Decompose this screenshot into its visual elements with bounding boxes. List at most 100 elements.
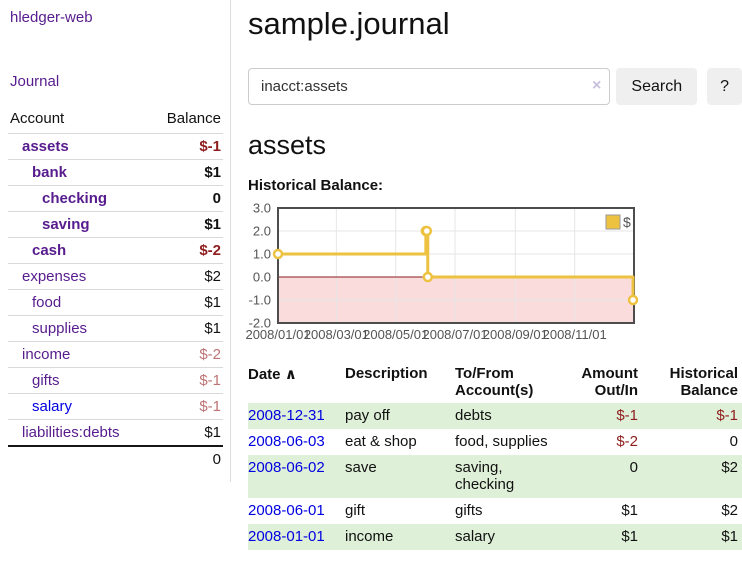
y-tick-label: 2.0: [253, 224, 271, 239]
account-row: bank $1: [8, 159, 223, 186]
cell-balance: $-1: [716, 407, 738, 424]
col-header-balance: Historical Balance: [669, 365, 738, 399]
account-link[interactable]: expenses: [22, 268, 87, 285]
register-row[interactable]: 2008-06-02 save saving, checking 0 $2: [248, 455, 742, 498]
account-row: cash $-2: [8, 237, 223, 264]
transaction-date-link[interactable]: 2008-12-31: [248, 407, 325, 424]
data-point-marker: [421, 225, 433, 237]
account-balance: $-1: [149, 393, 223, 420]
account-balance: $-2: [149, 341, 223, 368]
account-row: expenses $2: [8, 263, 223, 290]
account-row: assets $-1: [8, 133, 223, 160]
account-row: supplies $1: [8, 315, 223, 342]
data-point-marker: [627, 294, 639, 306]
cell-date: 2008-06-02: [248, 455, 345, 498]
register-table-body: 2008-12-31 pay off debts $-1 $-1 2008-06-03 ea…: [248, 403, 742, 550]
account-balance: $1: [149, 211, 223, 238]
cell-accounts: saving, checking: [455, 459, 515, 493]
account-link[interactable]: cash: [32, 242, 67, 259]
x-tick-label: 2008/03/01: [304, 327, 369, 342]
brand: hledger-web: [0, 0, 230, 27]
register-row[interactable]: 2008-06-03 eat & shop food, supplies $-2 0: [248, 429, 742, 455]
cell-amount: $-2: [616, 433, 638, 450]
col-header-amount: Amount Out/In: [581, 365, 638, 399]
cell-balance: $2: [721, 502, 738, 519]
accounts-header-balance: Balance: [166, 110, 221, 127]
account-link[interactable]: bank: [32, 164, 68, 181]
account-link[interactable]: food: [32, 294, 62, 311]
accounts-table: Account Balance assets $-1 bank $1 checking 0…: [8, 106, 223, 472]
account-balance: $1: [149, 289, 223, 316]
account-row: saving $1: [8, 211, 223, 238]
account-row: checking 0: [8, 185, 223, 212]
brand-link[interactable]: hledger-web: [10, 9, 93, 26]
sidebar-item-journal[interactable]: Journal: [10, 73, 60, 90]
cell-balance: $2: [721, 459, 738, 476]
account-row: salary $-1: [8, 393, 223, 420]
x-tick-label: 2008/11/01: [543, 327, 607, 342]
account-row: gifts $-1: [8, 367, 223, 394]
register-row[interactable]: 2008-01-01 income salary $1 $1: [248, 524, 742, 550]
y-tick-label: -1.0: [249, 293, 271, 308]
transaction-date-link[interactable]: 2008-01-01: [248, 528, 325, 545]
account-balance: $2: [149, 263, 223, 290]
accounts-header-account: Account: [10, 110, 65, 127]
cell-balance: $1: [721, 528, 738, 545]
account-link[interactable]: assets: [22, 138, 69, 155]
col-header-description: Description: [345, 365, 428, 382]
cell-amount: $-1: [616, 407, 638, 424]
transaction-date-link[interactable]: 2008-06-02: [248, 459, 325, 476]
historical-balance-chart[interactable]: $ -2.0 -1.0 0.0 1.0 2.0 3.0 2008/01/012008/03/0…: [245, 201, 648, 349]
help-button[interactable]: ?: [707, 68, 742, 105]
y-tick-label: 1.0: [253, 247, 271, 262]
col-header-date-label: Date: [248, 366, 281, 383]
search-input[interactable]: [248, 68, 611, 105]
chart-title: Historical Balance:: [248, 177, 384, 194]
account-row: food $1: [8, 289, 223, 316]
data-point-marker: [422, 271, 434, 283]
cell-description: eat & shop: [345, 433, 417, 450]
col-header-date[interactable]: Date ∧: [248, 363, 345, 403]
data-point-marker: [272, 248, 284, 260]
cell-amount: $1: [621, 502, 638, 519]
search-button[interactable]: Search: [616, 68, 698, 105]
cell-description: pay off: [345, 407, 390, 424]
cell-date: 2008-12-31: [248, 403, 345, 429]
account-row: liabilities:debts $1: [8, 419, 223, 446]
account-link[interactable]: salary: [32, 398, 73, 415]
register-row[interactable]: 2008-06-01 gift gifts $1 $2: [248, 498, 742, 524]
cell-balance: 0: [729, 433, 738, 450]
register-row[interactable]: 2008-12-31 pay off debts $-1 $-1: [248, 403, 742, 429]
transaction-date-link[interactable]: 2008-06-03: [248, 433, 325, 450]
accounts-table-body: assets $-1 bank $1 checking 0 saving $1 cash $-2 e…: [8, 133, 223, 446]
main-content: sample.journal × Search ? assets Histori…: [245, 0, 742, 550]
transaction-date-link[interactable]: 2008-06-01: [248, 502, 325, 519]
account-link[interactable]: checking: [42, 190, 108, 207]
y-tick-label: -2.0: [249, 316, 271, 331]
account-link[interactable]: income: [22, 346, 71, 363]
accounts-header-row: Account Balance: [8, 106, 223, 134]
account-row: income $-2: [8, 341, 223, 368]
account-balance: $1: [149, 159, 223, 186]
sidebar: hledger-web Journal Account Balance asse…: [0, 0, 231, 482]
page-title: sample.journal: [248, 6, 450, 41]
cell-description: save: [345, 459, 377, 476]
account-link[interactable]: supplies: [32, 320, 88, 337]
cell-amount: $1: [621, 528, 638, 545]
cell-accounts: gifts: [455, 502, 483, 519]
account-balance: $-1: [149, 367, 223, 394]
account-link[interactable]: saving: [42, 216, 90, 233]
x-tick-label: 2008/07/01: [422, 327, 487, 342]
account-heading: assets: [248, 130, 327, 160]
register-header-row: Date ∧ Description To/From Account(s) Am…: [248, 363, 742, 403]
plot-border: [277, 207, 635, 324]
y-tick-label: 0.0: [253, 270, 271, 285]
sidebar-nav: Journal: [10, 73, 220, 91]
search-box: ×: [248, 68, 611, 105]
sort-asc-icon: ∧: [284, 366, 297, 383]
account-link[interactable]: gifts: [32, 372, 60, 389]
cell-date: 2008-01-01: [248, 524, 345, 550]
account-link[interactable]: liabilities:debts: [22, 424, 120, 441]
clear-search-icon[interactable]: ×: [592, 77, 602, 94]
cell-description: income: [345, 528, 394, 545]
